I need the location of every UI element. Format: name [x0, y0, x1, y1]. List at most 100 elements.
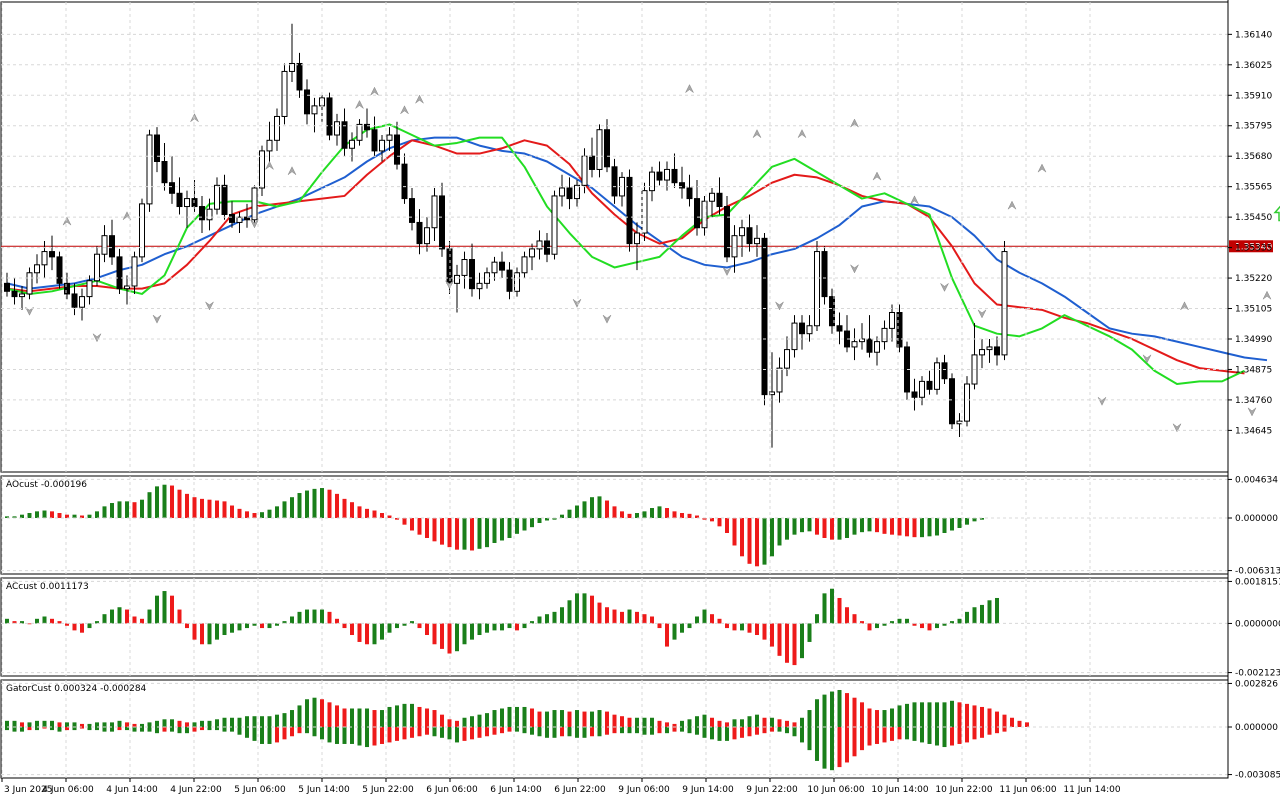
- candle-body-bull: [740, 228, 745, 236]
- ao-bar: [463, 518, 467, 550]
- gator-bar: [358, 727, 362, 746]
- candle[interactable]: [327, 93, 332, 141]
- candle-body-bear: [57, 257, 62, 283]
- gator-bar: [785, 721, 789, 727]
- candle-body-bull: [650, 172, 655, 191]
- candle[interactable]: [642, 183, 647, 241]
- gator-bar: [470, 727, 474, 739]
- gator-bar: [740, 727, 744, 738]
- candle-body-bear: [117, 257, 122, 289]
- candle[interactable]: [627, 169, 632, 251]
- candle[interactable]: [1002, 241, 1007, 360]
- gator-bar: [980, 707, 984, 727]
- ao-bar: [478, 518, 482, 549]
- ac-bar: [538, 616, 542, 623]
- candle-body-bear: [170, 183, 175, 194]
- candle[interactable]: [822, 246, 827, 304]
- gator-bar: [583, 712, 587, 727]
- ac-bar: [245, 623, 249, 628]
- ac-bar: [298, 612, 302, 624]
- candle[interactable]: [252, 185, 257, 225]
- ac-bar: [583, 593, 587, 623]
- ao-bar: [215, 501, 219, 518]
- gator-bar: [110, 727, 114, 732]
- candle-body-bear: [680, 183, 685, 188]
- ac-bar: [343, 623, 347, 628]
- candle[interactable]: [905, 342, 910, 400]
- ao-bar: [155, 486, 159, 518]
- candle-body-bull: [282, 71, 287, 116]
- candle-body-bull: [20, 294, 25, 297]
- gator-bar: [388, 727, 392, 742]
- gator-title: GatorCust 0.000324 -0.000284: [6, 684, 147, 694]
- ao-bar: [223, 501, 227, 518]
- ac-bar: [523, 623, 527, 628]
- gator-bar: [148, 727, 152, 732]
- gator-bar: [1010, 718, 1014, 727]
- gator-bar: [538, 712, 542, 727]
- gator-bar: [65, 722, 69, 727]
- gator-bar: [748, 727, 752, 736]
- candle[interactable]: [965, 376, 970, 426]
- candle-body-bull: [27, 273, 32, 294]
- x-tick-label: 11 Jun 06:00: [999, 785, 1056, 795]
- ac-bar: [110, 610, 114, 624]
- candle[interactable]: [815, 241, 820, 331]
- ao-bar: [208, 500, 212, 518]
- candle[interactable]: [762, 233, 767, 405]
- ao-bar: [110, 503, 114, 518]
- gator-bar: [155, 721, 159, 727]
- gator-bar: [283, 727, 287, 739]
- candle[interactable]: [147, 130, 152, 212]
- gator-bar: [545, 712, 549, 727]
- candle[interactable]: [950, 373, 955, 429]
- y-tick-label: 1.35565: [1235, 183, 1272, 193]
- gator-bar: [103, 722, 107, 727]
- candle-body-bull: [432, 196, 437, 228]
- ac-bar: [635, 612, 639, 624]
- candle[interactable]: [597, 124, 602, 177]
- gator-bar: [118, 721, 122, 727]
- candle-body-bull: [335, 122, 340, 135]
- candle-body-bull: [42, 252, 47, 265]
- ao-bar: [283, 501, 287, 518]
- gator-bar: [260, 716, 264, 727]
- candle-body-bull: [80, 297, 85, 308]
- candle[interactable]: [282, 63, 287, 124]
- ac-bar: [928, 623, 932, 630]
- ao-bar: [260, 512, 264, 518]
- gator-bar: [20, 727, 24, 732]
- candle-body-bull: [980, 350, 985, 355]
- candle[interactable]: [260, 146, 265, 196]
- y-tick-label: 1.34760: [1235, 396, 1272, 406]
- ao-bar: [793, 518, 797, 535]
- ac-bar: [148, 610, 152, 624]
- y-tick-label: 1.35795: [1235, 122, 1272, 132]
- ao-bar: [575, 506, 579, 518]
- ao-bar: [418, 518, 422, 535]
- candle[interactable]: [935, 358, 940, 395]
- y-tick-label: -0.003085: [1235, 771, 1280, 781]
- ac-bar: [598, 603, 602, 624]
- gator-bar: [275, 715, 279, 727]
- gator-bar: [1025, 722, 1029, 727]
- candle-body-bull: [875, 342, 880, 353]
- gator-bar: [725, 727, 729, 741]
- ao-bar: [935, 518, 939, 535]
- ac-bar: [703, 610, 707, 624]
- candle[interactable]: [552, 191, 557, 260]
- gator-bar: [380, 727, 384, 744]
- gator-bar: [605, 727, 609, 735]
- candle-body-bull: [252, 188, 257, 220]
- candle-body-bull: [185, 199, 190, 207]
- ac-bar: [620, 612, 624, 624]
- gator-bar: [928, 727, 932, 744]
- candle[interactable]: [140, 199, 145, 263]
- x-tick-label: 9 Jun 14:00: [682, 785, 734, 795]
- candle[interactable]: [57, 252, 62, 289]
- gator-bar: [448, 727, 452, 739]
- candle-body-bear: [365, 124, 370, 129]
- gator-bar: [980, 727, 984, 738]
